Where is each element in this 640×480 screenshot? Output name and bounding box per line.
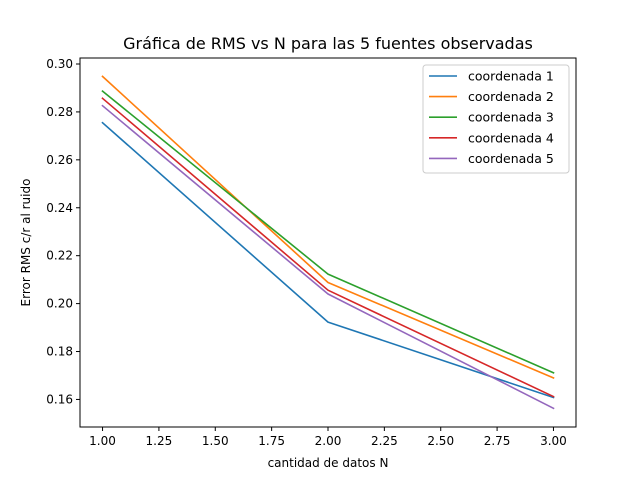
x-tick-label: 1.75 bbox=[258, 434, 285, 448]
legend: coordenada 1 coordenada 2 coordenada 3 coor… bbox=[422, 64, 570, 174]
x-axis: 1.00 1.25 1.50 1.75 2.00 2.25 2.50 2.75 3.00 bbox=[89, 427, 567, 448]
legend-box bbox=[422, 64, 570, 174]
y-tick-label: 0.18 bbox=[46, 345, 73, 359]
legend-label-4: coordenada 4 bbox=[468, 130, 554, 145]
x-tick-label: 1.25 bbox=[146, 434, 173, 448]
chart-title: Gráfica de RMS vs N para las 5 fuentes o… bbox=[123, 34, 533, 53]
series-line-3 bbox=[101, 89, 555, 374]
y-tick-label: 0.22 bbox=[46, 249, 73, 263]
legend-label-5: coordenada 5 bbox=[468, 151, 554, 166]
y-tick-label: 0.16 bbox=[46, 392, 73, 406]
y-tick-label: 0.20 bbox=[46, 297, 73, 311]
x-tick-label: 2.25 bbox=[371, 434, 398, 448]
x-tick-label: 1.50 bbox=[202, 434, 229, 448]
y-tick-label: 0.28 bbox=[46, 105, 73, 119]
legend-label-1: coordenada 1 bbox=[468, 69, 554, 84]
x-tick-label: 2.00 bbox=[315, 434, 342, 448]
series-layer bbox=[101, 75, 555, 410]
x-tick-label: 1.00 bbox=[89, 434, 116, 448]
y-axis: 0.16 0.18 0.20 0.22 0.24 0.26 0.28 0.30 bbox=[46, 57, 80, 406]
x-tick-label: 2.75 bbox=[484, 434, 511, 448]
y-tick-label: 0.26 bbox=[46, 153, 73, 167]
series-line-4 bbox=[101, 97, 555, 398]
y-tick-label: 0.24 bbox=[46, 201, 73, 215]
series-line-1 bbox=[101, 121, 555, 399]
x-tick-label: 3.00 bbox=[540, 434, 567, 448]
x-axis-title: cantidad de datos N bbox=[268, 456, 389, 470]
y-tick-label: 0.30 bbox=[46, 57, 73, 71]
y-axis-title: Error RMS c/r al ruido bbox=[19, 179, 33, 307]
series-line-2 bbox=[101, 75, 555, 379]
x-tick-label: 2.50 bbox=[427, 434, 454, 448]
series-line-5 bbox=[101, 104, 555, 410]
legend-label-3: coordenada 3 bbox=[468, 110, 554, 125]
legend-label-2: coordenada 2 bbox=[468, 89, 554, 104]
